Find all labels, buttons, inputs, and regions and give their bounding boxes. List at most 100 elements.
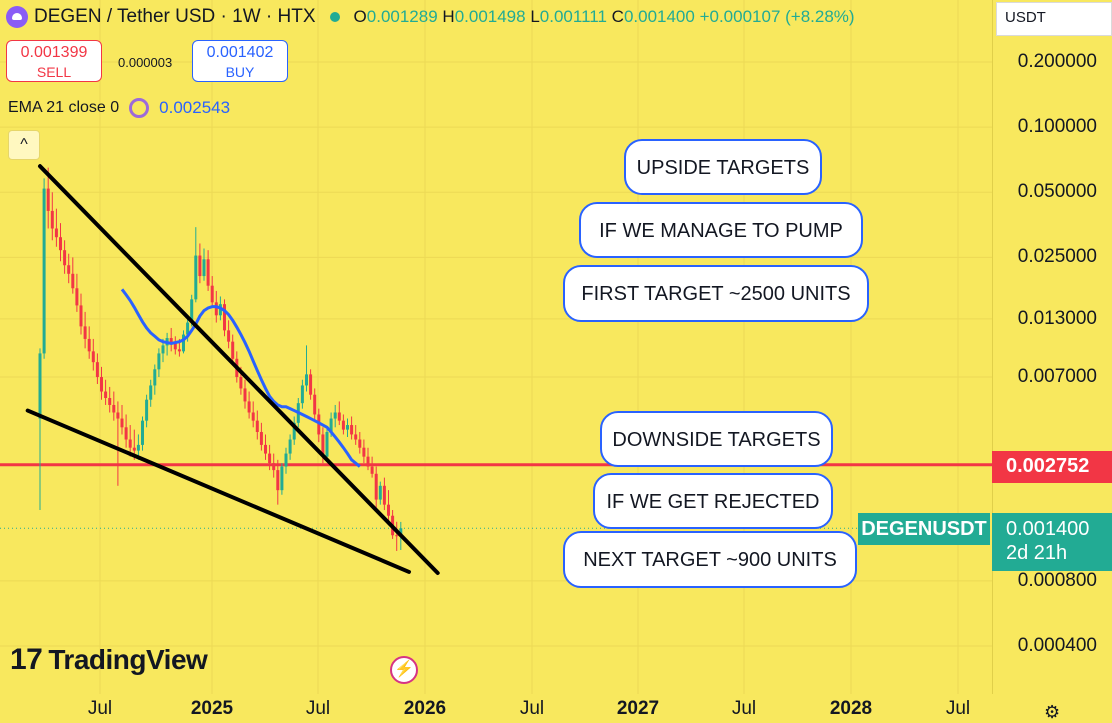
sell-label: SELL <box>36 64 72 80</box>
sell-price: 0.001399 <box>20 44 88 61</box>
candle-body <box>206 259 210 286</box>
candle-body <box>259 432 263 445</box>
candle-body <box>399 528 403 537</box>
candle-body <box>239 377 243 389</box>
y-tick-label: 0.007000 <box>1017 366 1097 388</box>
close-value: 0.001400 <box>623 7 695 26</box>
x-tick-label: 2025 <box>190 698 234 719</box>
candle-body <box>116 412 120 419</box>
x-tick-label: 2027 <box>616 698 660 719</box>
candle-body <box>38 353 42 419</box>
candle-body <box>268 453 272 464</box>
x-tick-label: Jul <box>519 698 545 719</box>
candle-body <box>46 188 50 211</box>
callout-pump[interactable]: IF WE MANAGE TO PUMP <box>579 202 863 258</box>
candle-body <box>75 288 79 306</box>
candle-body <box>366 456 370 467</box>
candle-body <box>153 369 157 386</box>
trendline-upper <box>38 164 440 575</box>
candle-body <box>67 265 71 274</box>
y-tick-label: 0.013000 <box>1017 307 1097 329</box>
bar-countdown: 2d 21h <box>1006 542 1068 564</box>
candle-body <box>227 330 231 342</box>
high-key: H <box>442 7 455 26</box>
candle-body <box>305 374 308 386</box>
candle-body <box>288 439 292 454</box>
callout-rejected[interactable]: IF WE GET REJECTED <box>593 473 833 529</box>
flash-icon[interactable]: ⚡ <box>390 656 418 684</box>
candle-body <box>382 485 386 505</box>
candle-body <box>161 345 165 354</box>
current-price-value: 0.001400 <box>1006 518 1090 540</box>
price-axis[interactable]: 0.200000 0.100000 0.050000 0.025000 0.013000… <box>992 0 1112 694</box>
chevron-up-icon: ^ <box>20 136 28 153</box>
time-axis[interactable]: Jul 2025 Jul 2026 Jul 2027 Jul 2028 Jul <box>0 694 992 723</box>
close-key: C <box>611 7 624 26</box>
candle-body <box>362 447 366 457</box>
candle-body <box>276 470 280 491</box>
y-tick-label: 0.200000 <box>1017 51 1097 72</box>
x-tick-label: 2026 <box>403 698 447 719</box>
current-price-tag: 0.001400 2d 21h <box>992 513 1112 571</box>
candle-body <box>374 473 378 500</box>
buy-button[interactable]: 0.001402 BUY <box>192 40 288 82</box>
currency-select-value: USDT <box>1005 9 1046 26</box>
collapse-legend-button[interactable]: ^ <box>8 130 40 160</box>
tradingview-logo-text: TradingView <box>48 644 208 675</box>
candle-body <box>255 420 259 433</box>
trendline-lower <box>25 408 411 574</box>
x-tick-label: Jul <box>305 698 331 719</box>
y-tick-label: 0.025000 <box>1017 246 1097 268</box>
symbol-price-tag: DEGENUSDT <box>858 513 990 545</box>
callout-first-target[interactable]: FIRST TARGET ~2500 UNITS <box>563 265 869 322</box>
indicator-legend[interactable]: EMA 21 close 0 0.002543 <box>8 98 230 118</box>
buy-price: 0.001402 <box>206 44 274 61</box>
candle-body <box>83 326 87 339</box>
candle-body <box>182 334 185 352</box>
gear-icon[interactable]: ⚙ <box>1044 702 1061 722</box>
candle-body <box>333 412 337 419</box>
sell-button[interactable]: 0.001399 SELL <box>6 40 102 82</box>
open-key: O <box>353 7 367 26</box>
candle-body <box>198 255 202 277</box>
candle-body <box>149 385 153 400</box>
candle-body <box>309 374 313 395</box>
candle-body <box>354 434 358 440</box>
callout-downside-targets[interactable]: DOWNSIDE TARGETS <box>600 411 833 467</box>
candle-body <box>223 304 226 331</box>
candle-body <box>95 362 99 378</box>
candle-body <box>325 432 329 457</box>
tradingview-logo[interactable]: 17 TradingView <box>10 643 208 677</box>
candle-body <box>387 504 390 516</box>
y-tick-label: 0.000400 <box>1017 635 1097 656</box>
high-value: 0.001498 <box>454 7 526 26</box>
candle-body <box>292 422 296 440</box>
callout-upside-targets[interactable]: UPSIDE TARGETS <box>624 139 822 195</box>
candle-body <box>370 466 374 474</box>
candle-body <box>190 299 194 323</box>
low-key: L <box>530 7 540 26</box>
candle-body <box>104 391 108 399</box>
candle-body <box>100 377 103 392</box>
candle-body <box>124 427 128 440</box>
x-tick-label: Jul <box>945 698 971 719</box>
candle-body <box>231 341 235 359</box>
symbol-title[interactable]: DEGEN / Tether USD · 1W · HTX <box>34 6 316 27</box>
ohlc-readout: O0.001289 H0.001498 L0.001111 C0.001400 … <box>354 7 855 27</box>
candle-body <box>358 439 362 448</box>
level-price-tag: 0.002752 <box>992 451 1112 483</box>
candle-body <box>108 398 112 405</box>
candle-body <box>329 418 333 433</box>
candle-body <box>136 444 140 451</box>
candle-body <box>54 228 58 238</box>
candle-body <box>280 466 284 491</box>
candle-body <box>284 453 288 467</box>
degen-coin-icon <box>6 6 28 28</box>
candle-body <box>272 463 276 471</box>
currency-select[interactable]: USDT <box>996 2 1112 36</box>
candle-body <box>214 302 218 316</box>
spread-value: 0.000003 <box>118 55 173 70</box>
candle-body <box>128 439 132 448</box>
callout-next-target[interactable]: NEXT TARGET ~900 UNITS <box>563 531 857 588</box>
indicator-loading-icon <box>129 98 150 118</box>
